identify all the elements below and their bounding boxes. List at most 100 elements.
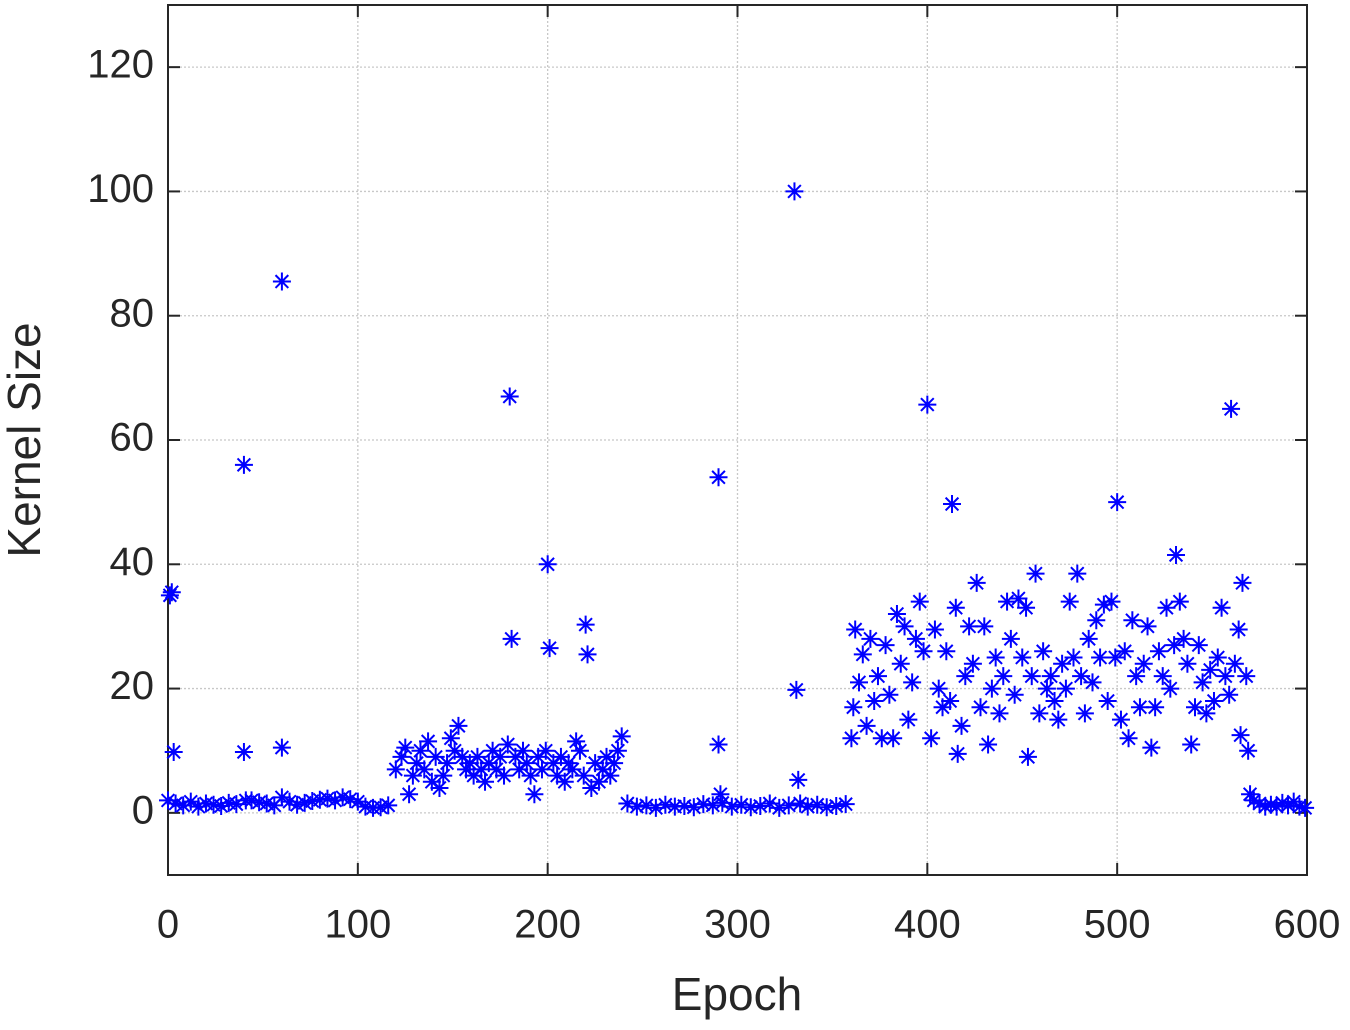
point <box>1072 667 1091 686</box>
x-tick-label: 600 <box>1274 903 1341 947</box>
point <box>476 772 495 791</box>
point <box>491 747 510 766</box>
point <box>567 732 586 751</box>
point <box>929 679 948 698</box>
point <box>899 710 918 729</box>
point <box>227 795 246 814</box>
point <box>646 798 665 817</box>
point <box>525 785 544 804</box>
y-tick-label: 100 <box>87 167 154 211</box>
y-tick-label: 80 <box>110 291 155 335</box>
point <box>1241 785 1260 804</box>
point <box>1204 692 1223 710</box>
point <box>1102 592 1121 611</box>
point <box>272 272 291 291</box>
point <box>979 735 998 754</box>
point <box>711 785 730 804</box>
point <box>903 673 922 692</box>
point <box>1013 648 1032 667</box>
point <box>453 747 472 766</box>
point <box>415 760 434 779</box>
point <box>219 793 238 812</box>
point <box>434 766 453 785</box>
point <box>612 727 631 746</box>
point <box>1229 620 1248 639</box>
point <box>732 795 751 814</box>
point <box>1189 636 1208 655</box>
x-axis-label: Epoch <box>672 968 802 1020</box>
point <box>464 766 483 785</box>
point <box>922 729 941 748</box>
point <box>960 617 979 636</box>
point <box>204 795 223 814</box>
x-tick-label: 200 <box>514 903 581 947</box>
point <box>853 645 872 664</box>
point <box>1060 592 1079 611</box>
point <box>1193 673 1212 692</box>
point <box>817 798 836 817</box>
point <box>618 794 637 813</box>
point <box>589 772 608 791</box>
point <box>1267 797 1286 816</box>
point <box>1098 692 1117 710</box>
point <box>272 738 291 757</box>
point <box>1153 667 1172 686</box>
point <box>601 766 620 785</box>
point <box>906 629 925 648</box>
y-tick-label: 20 <box>110 664 155 708</box>
point <box>952 716 971 735</box>
point <box>371 798 390 817</box>
point <box>1167 545 1186 564</box>
point <box>500 387 519 406</box>
point <box>1064 648 1083 667</box>
point <box>994 667 1013 686</box>
point <box>288 795 307 814</box>
point <box>333 788 352 807</box>
point <box>703 796 722 815</box>
point <box>1244 791 1263 810</box>
point <box>779 796 798 815</box>
point <box>495 766 514 785</box>
point <box>1233 573 1252 592</box>
point <box>791 794 810 813</box>
point <box>257 794 276 813</box>
point <box>891 654 910 673</box>
point <box>574 766 593 785</box>
point <box>472 760 491 779</box>
point <box>280 792 299 811</box>
point <box>1250 794 1269 813</box>
point <box>884 729 903 748</box>
point <box>1170 592 1189 611</box>
point <box>880 685 899 704</box>
point <box>1161 679 1180 698</box>
point <box>310 790 329 809</box>
point <box>1030 704 1049 723</box>
point <box>1083 673 1102 692</box>
point <box>1079 629 1098 648</box>
point <box>1056 679 1075 698</box>
point <box>1108 493 1127 512</box>
point <box>675 797 694 816</box>
point <box>441 729 460 748</box>
point <box>933 698 952 717</box>
x-tick-label: 500 <box>1084 903 1151 947</box>
point <box>521 766 540 785</box>
point <box>789 770 808 789</box>
point <box>1220 685 1239 704</box>
point <box>1157 598 1176 617</box>
point <box>918 395 937 414</box>
point <box>513 741 532 760</box>
point <box>956 667 975 686</box>
point <box>532 760 551 779</box>
point <box>986 648 1005 667</box>
point <box>593 760 612 779</box>
point <box>1146 698 1165 717</box>
point <box>295 793 314 812</box>
point <box>445 741 464 760</box>
point <box>914 642 933 661</box>
point <box>770 798 789 817</box>
point <box>1261 795 1280 814</box>
point <box>760 794 779 813</box>
y-tick-label: 0 <box>132 788 154 832</box>
